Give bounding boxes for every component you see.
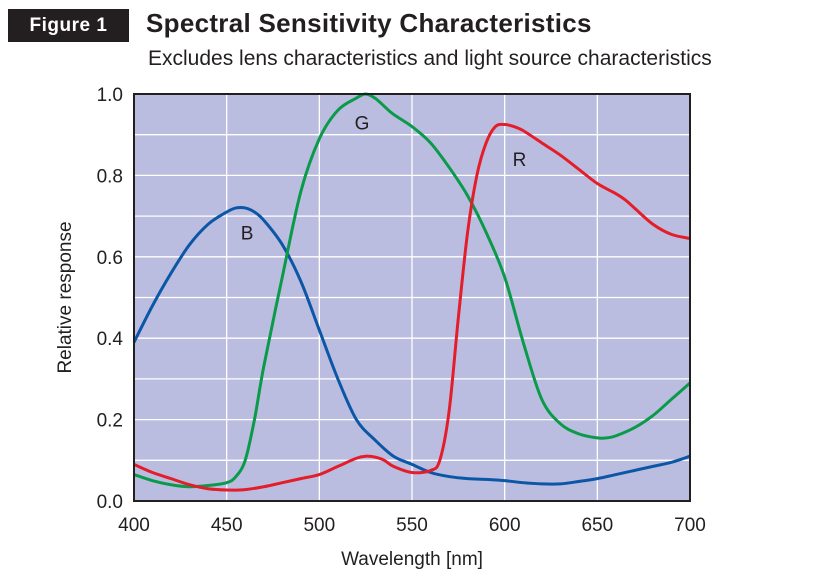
- x-tick-label: 600: [489, 515, 521, 536]
- curve-label-b: B: [241, 223, 254, 244]
- chart-subtitle: Excludes lens characteristics and light …: [148, 47, 712, 70]
- x-tick-label: 500: [303, 515, 335, 536]
- y-tick-label: 0.6: [97, 248, 123, 269]
- y-tick-label: 0.0: [97, 492, 123, 513]
- plot-frame: [133, 93, 691, 502]
- y-tick-label: 0.8: [97, 166, 123, 187]
- curve-label-r: R: [513, 150, 527, 171]
- x-tick-label: 700: [674, 515, 706, 536]
- y-tick-label: 0.4: [97, 329, 124, 350]
- x-tick-label: 550: [396, 515, 428, 536]
- curve-label-g: G: [355, 113, 370, 134]
- y-axis-label: Relative response: [55, 221, 76, 373]
- curves: [132, 92, 691, 492]
- chart-title: Spectral Sensitivity Characteristics: [146, 8, 592, 38]
- curve-labels: B G R: [241, 113, 527, 244]
- tick-labels: 400 450 500 550 600 650 700 0.0 0.2 0.4 0.6 0.8 1.0: [97, 85, 706, 536]
- series-line-g: [133, 92, 691, 489]
- x-tick-label: 400: [118, 515, 150, 536]
- series-line-r: [133, 122, 691, 492]
- y-tick-label: 1.0: [97, 85, 123, 106]
- x-tick-label: 450: [211, 515, 243, 536]
- x-axis-label: Wavelength [nm]: [341, 549, 483, 570]
- grid-lines: [134, 94, 690, 501]
- y-tick-label: 0.2: [97, 411, 123, 432]
- figure-badge: Figure 1: [8, 9, 129, 42]
- series-line-b: [132, 205, 691, 486]
- x-tick-label: 650: [581, 515, 613, 536]
